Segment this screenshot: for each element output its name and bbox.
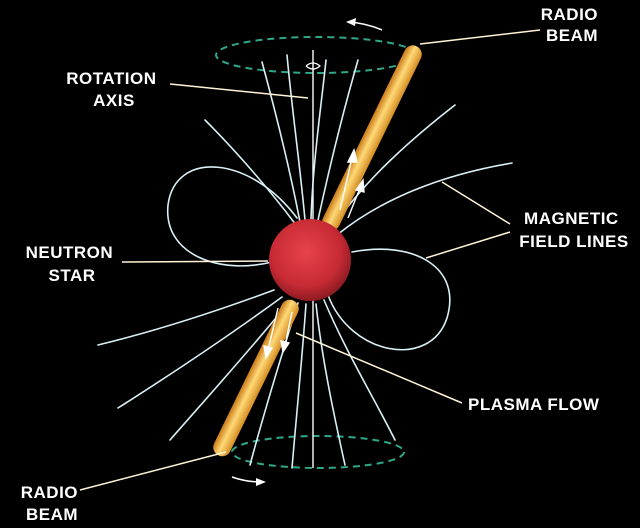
field-line-14 [315,303,346,466]
axis-spin-arrow [305,62,321,70]
label-magnetic-field-lines: MAGNETIC FIELD LINES [519,209,628,251]
label-plasma-flow: PLASMA FLOW [468,395,600,414]
leader-rotation-axis [169,83,309,99]
magnetic-field-lines [97,54,513,469]
field-loop-left [167,166,298,267]
leader-field-2 [425,231,511,259]
neutron-star [269,219,351,301]
label-radio-beam-top: RADIO BEAM [541,5,604,45]
leader-plasma-flow [295,332,463,404]
radio-beam-bottom-shape [213,299,299,457]
field-line-4 [317,59,359,221]
field-line-7 [336,162,513,236]
label-radio-beam-bottom: RADIO BEAM [21,483,84,524]
field-line-9 [97,289,275,346]
field-loop-right [327,248,451,351]
leader-neutron-star [121,260,269,263]
plasma-flow-arrows [263,147,365,360]
label-rotation-axis: ROTATION AXIS [66,69,161,110]
leader-radio-beam-bottom [79,451,227,491]
label-neutron-star: NEUTRON STAR [26,243,119,285]
field-line-8 [204,119,297,226]
field-line-3 [310,59,327,220]
rotation-ring-top [215,36,417,74]
rotation-arrow-top [346,18,383,31]
rotation-ring-bottom [231,435,405,469]
radio-beam-top-shape [322,45,422,231]
leader-radio-beam-top [419,29,541,45]
field-line-10 [117,296,283,409]
field-line-1 [261,61,301,223]
field-line-2 [286,54,306,221]
field-line-15 [323,299,396,441]
rotation-arrow-bottom [231,476,266,486]
leader-field-1 [441,181,511,225]
field-line-13 [291,303,307,469]
